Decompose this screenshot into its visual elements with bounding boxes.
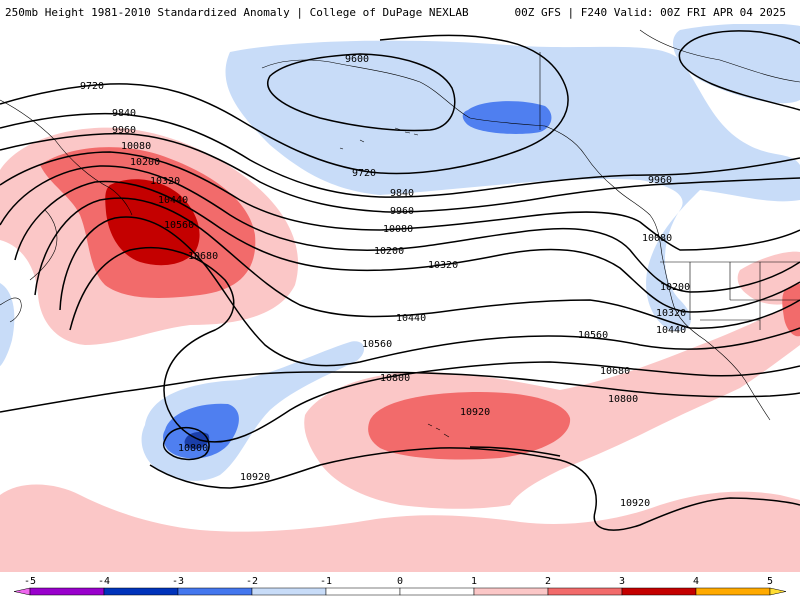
colorbar-segment [177,587,253,596]
contour-label: 10560 [164,220,194,231]
contour-10320 [14,180,800,313]
hawaii-islands [427,423,450,438]
japan-kurils [0,297,22,323]
contour-label: 10800 [608,394,638,405]
positive-anomaly-south-edge [0,484,800,572]
colorbar-segment [621,587,697,596]
contour-label: 10680 [600,366,630,377]
anomaly-shading [0,24,800,572]
colorbar-segment [13,587,31,596]
contour-label: 10320 [150,176,180,187]
height-contours [0,30,800,531]
contour-label: 10680 [188,251,218,262]
contour-9960 [0,132,800,213]
contour-label: 9960 [648,175,672,186]
colorbar-segments [13,587,787,596]
positive-anomaly-hawaii [368,392,571,460]
colorbar-segment [547,587,623,596]
canada-coastline [539,52,771,421]
colorbar-segment [695,587,771,596]
contour-label: 9960 [112,125,136,136]
contour-9720 [0,34,569,175]
colorbar-tick-label: 2 [545,576,551,587]
map-header: 250mb Height 1981-2010 Standardized Anom… [0,0,800,24]
colorbar-tick-label: 0 [397,576,403,587]
contour-label: 9960 [390,206,414,217]
contour-label: 10920 [620,498,650,509]
colorbar-segment [29,587,105,596]
us-borders [660,261,800,330]
colorbar-segment [399,587,475,596]
contour-10440 [34,197,800,329]
contour-10920-south [469,446,561,457]
contour-labels: 9600 9720 9720 9840 9840 9960 9960 9960 … [80,54,690,509]
contour-label: 10200 [130,157,160,168]
contour-label: 10560 [362,339,392,350]
contour-label: 10800 [380,373,410,384]
contour-label: 10800 [178,443,208,454]
colorbar-tick-label: 5 [767,576,773,587]
contour-9720-arctic [678,30,800,111]
colorbar-tick-label: -3 [172,576,184,587]
colorbar-tick-label: 3 [619,576,625,587]
contour-10920-subtropical [149,447,800,531]
contour-label: 9720 [80,81,104,92]
contour-label: 10440 [158,195,188,206]
contour-label: 10440 [396,313,426,324]
contour-label: 10440 [656,325,686,336]
colorbar-tick-label: -2 [246,576,258,587]
contour-label: 9720 [352,168,376,179]
contour-label: 9840 [112,108,136,119]
colorbar-segment [473,587,549,596]
map-title: 250mb Height 1981-2010 Standardized Anom… [5,6,469,19]
colorbar-tick-label: -5 [24,576,36,587]
contour-10560 [59,216,800,367]
contour-10080 [0,151,800,251]
colorbar-tick-label: 4 [693,576,699,587]
colorbar-tick-label: -1 [320,576,332,587]
contour-label: 10320 [428,260,458,271]
contour-label: 10200 [374,246,404,257]
anomaly-colorbar: -5 -4 -3 -2 -1 0 1 2 3 4 5 [13,576,787,596]
colorbar-segment [325,587,401,596]
colorbar-segment [769,587,787,596]
contour-10200 [0,165,800,293]
anomaly-map: 9600 9720 9720 9840 9840 9960 9960 9960 … [0,24,800,572]
contour-9840 [0,112,800,198]
contour-label: 10320 [656,308,686,319]
contour-label: 10080 [383,224,413,235]
contour-10800 [0,371,800,413]
contour-label: 10200 [660,282,690,293]
contour-label: 10560 [578,330,608,341]
model-valid-time: 00Z GFS | F240 Valid: 00Z FRI APR 04 202… [514,6,786,19]
negative-anomaly-alaska-core [462,101,552,134]
negative-anomaly-gulf-of-alaska [225,40,800,331]
alaska-coastline [261,59,616,189]
colorbar-ticks: -5 -4 -3 -2 -1 0 1 2 3 4 5 [24,576,773,587]
negative-anomaly-arctic [672,24,800,104]
colorbar-tick-label: 1 [471,576,477,587]
negative-anomaly-west-pacific-edge [0,283,15,366]
contour-9600 [267,53,456,132]
contour-10680 [69,246,800,443]
contour-label: 10080 [121,141,151,152]
colorbar-tick-label: -4 [98,576,110,587]
aleutian-chain [339,127,419,150]
arctic-coast [639,29,800,83]
contour-label: 9840 [390,188,414,199]
positive-anomaly-southwest-us-core [782,283,800,337]
contour-label: 10080 [642,233,672,244]
colorbar-segment [103,587,179,596]
colorbar-segment [251,587,327,596]
contour-label: 10920 [460,407,490,418]
contour-10800-ring [162,427,210,461]
coastlines [0,29,800,438]
contour-label: 9600 [345,54,369,65]
contour-label: 10920 [240,472,270,483]
